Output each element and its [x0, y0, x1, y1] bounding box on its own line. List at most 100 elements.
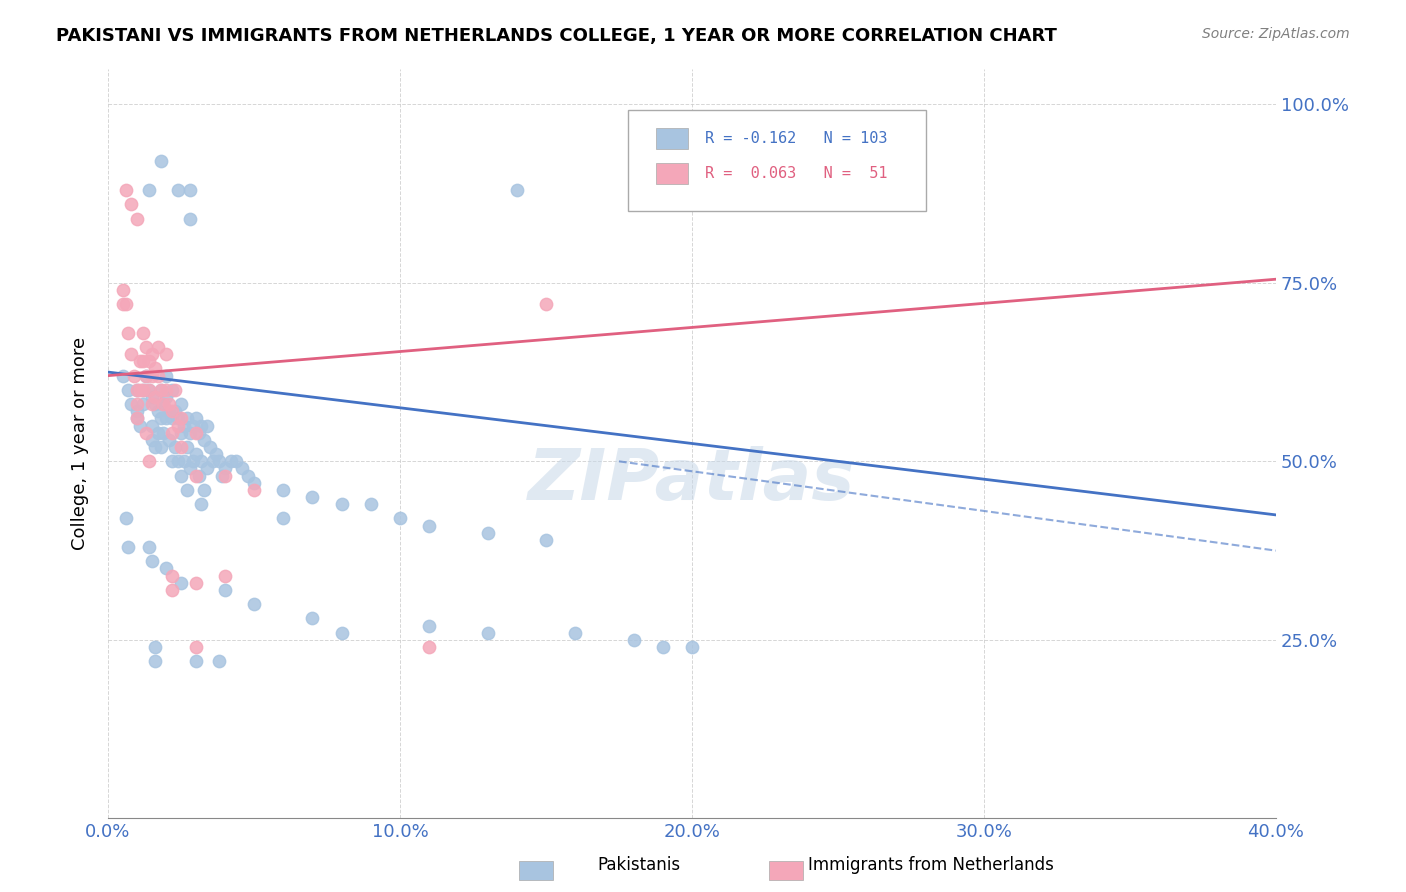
Point: [138, 354, 160, 368]
Point: [149, 383, 172, 397]
Point: [117, 383, 139, 397]
Point: [184, 447, 207, 461]
Point: [141, 368, 163, 383]
Point: [190, 454, 212, 468]
Point: [165, 383, 187, 397]
Point: [271, 511, 294, 525]
Point: [534, 533, 557, 547]
Point: [170, 575, 193, 590]
Point: [477, 625, 499, 640]
Point: [146, 404, 169, 418]
Point: [138, 454, 160, 468]
Point: [127, 404, 149, 418]
Point: [179, 211, 201, 226]
Point: [155, 411, 177, 425]
Point: [149, 411, 172, 425]
Point: [184, 425, 207, 440]
Point: [418, 618, 440, 632]
Point: [360, 497, 382, 511]
Point: [167, 183, 190, 197]
Point: [219, 454, 242, 468]
Point: [167, 454, 190, 468]
Point: [176, 483, 198, 497]
FancyBboxPatch shape: [655, 128, 689, 149]
Point: [330, 497, 353, 511]
Point: [165, 404, 187, 418]
Point: [534, 297, 557, 311]
Point: [193, 433, 215, 447]
Point: [190, 418, 212, 433]
Text: ZIPatlas: ZIPatlas: [529, 447, 856, 516]
Point: [214, 582, 236, 597]
Point: [271, 483, 294, 497]
Point: [155, 383, 177, 397]
Point: [160, 411, 183, 425]
Point: [143, 654, 166, 668]
Point: [152, 425, 174, 440]
Point: [179, 461, 201, 475]
Point: [135, 368, 157, 383]
Point: [135, 368, 157, 383]
Point: [132, 326, 155, 340]
Point: [208, 454, 231, 468]
Text: Immigrants from Netherlands: Immigrants from Netherlands: [808, 855, 1054, 873]
Point: [231, 461, 253, 475]
FancyBboxPatch shape: [627, 110, 925, 211]
Point: [214, 568, 236, 582]
Point: [146, 340, 169, 354]
Point: [152, 397, 174, 411]
Point: [122, 368, 145, 383]
Point: [127, 383, 149, 397]
Point: [623, 632, 645, 647]
Point: [157, 433, 180, 447]
Point: [143, 640, 166, 654]
Point: [132, 397, 155, 411]
Point: [129, 418, 152, 433]
Point: [160, 425, 183, 440]
Point: [651, 640, 673, 654]
Point: [681, 640, 703, 654]
FancyBboxPatch shape: [655, 163, 689, 184]
Point: [388, 511, 411, 525]
Point: [132, 354, 155, 368]
Point: [243, 597, 266, 611]
Point: [141, 554, 163, 568]
Point: [146, 368, 169, 383]
Point: [157, 397, 180, 411]
Text: PAKISTANI VS IMMIGRANTS FROM NETHERLANDS COLLEGE, 1 YEAR OR MORE CORRELATION CHA: PAKISTANI VS IMMIGRANTS FROM NETHERLANDS…: [56, 27, 1057, 45]
Point: [184, 654, 207, 668]
Y-axis label: College, 1 year or more: College, 1 year or more: [72, 337, 89, 550]
Text: R = -0.162   N = 103: R = -0.162 N = 103: [704, 131, 887, 145]
Point: [135, 425, 157, 440]
Point: [146, 425, 169, 440]
Point: [167, 418, 190, 433]
Point: [129, 383, 152, 397]
Text: Pakistanis: Pakistanis: [598, 855, 681, 873]
Point: [564, 625, 586, 640]
Point: [184, 411, 207, 425]
Point: [506, 183, 529, 197]
Point: [117, 540, 139, 554]
Point: [195, 461, 218, 475]
Point: [418, 518, 440, 533]
Point: [114, 511, 136, 525]
Point: [184, 468, 207, 483]
Point: [187, 468, 209, 483]
Point: [120, 397, 142, 411]
Point: [149, 154, 172, 169]
Point: [173, 454, 195, 468]
Point: [184, 640, 207, 654]
Point: [141, 390, 163, 404]
Point: [138, 383, 160, 397]
Point: [135, 340, 157, 354]
Point: [301, 490, 323, 504]
Point: [114, 183, 136, 197]
Point: [173, 418, 195, 433]
Point: [160, 383, 183, 397]
Point: [152, 397, 174, 411]
Point: [165, 440, 187, 454]
Point: [160, 582, 183, 597]
Point: [127, 211, 149, 226]
Point: [214, 468, 236, 483]
Point: [181, 418, 204, 433]
